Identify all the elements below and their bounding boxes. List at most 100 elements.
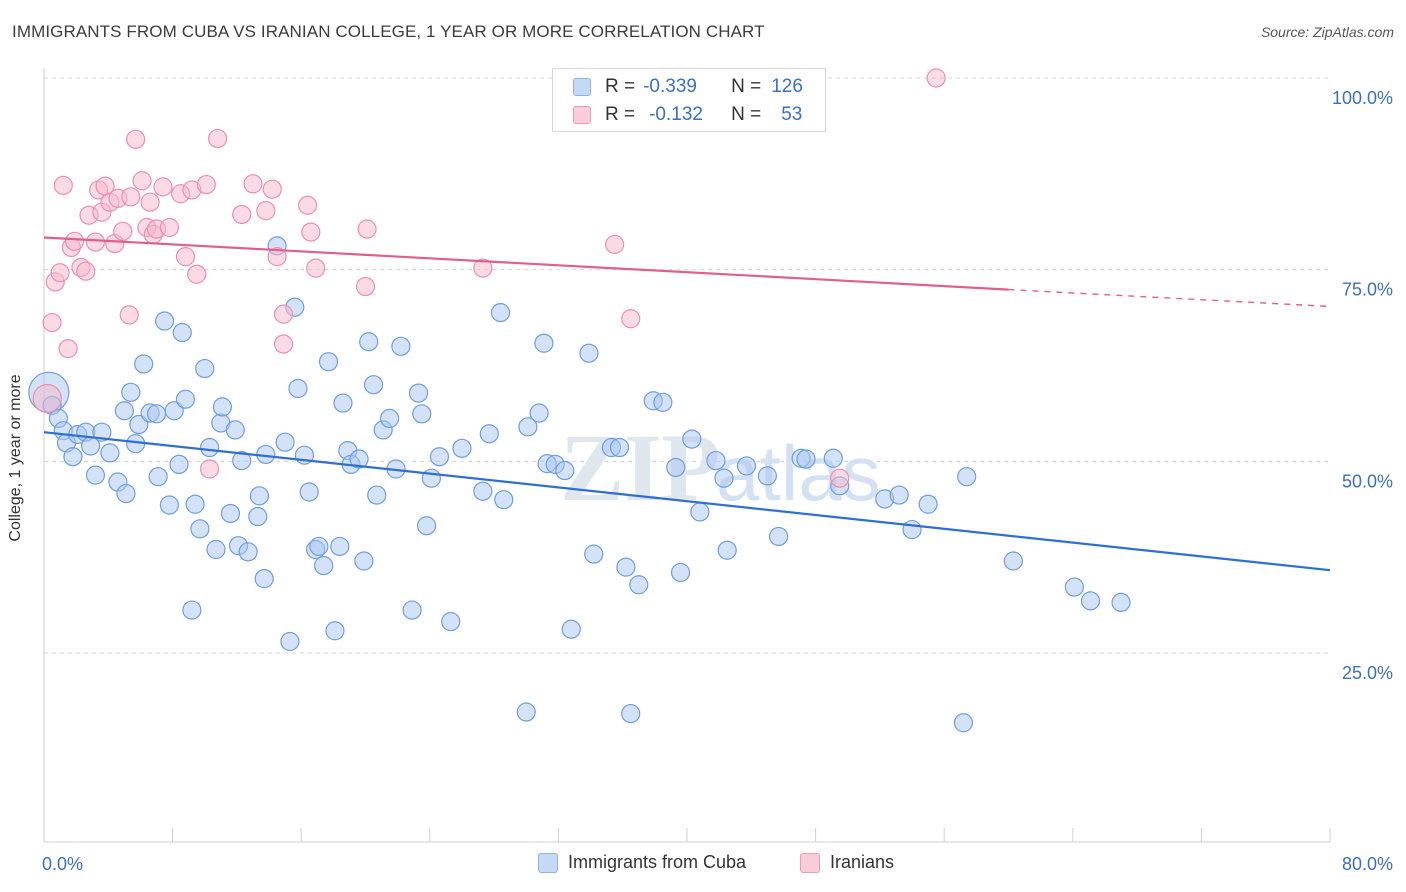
cuba-point	[164, 401, 184, 421]
cuba-point	[629, 575, 649, 595]
iranian-point	[140, 192, 160, 212]
iranian-point	[232, 204, 252, 225]
iranian-point	[262, 179, 282, 199]
legend-swatch-cuba	[538, 852, 558, 873]
cuba-point	[380, 408, 400, 428]
cuba-point	[452, 438, 472, 458]
cuba-point	[154, 311, 175, 331]
cuba-point	[953, 713, 974, 733]
cuba-point	[148, 467, 168, 487]
legend-label-iranians: Iranians	[830, 852, 895, 872]
legend-r-value-cuba: -0.339	[643, 76, 697, 97]
cuba-point	[534, 333, 554, 353]
iranian-point	[357, 219, 377, 239]
x-tick-label-min: 0.0%	[42, 854, 83, 874]
iranian-point	[273, 334, 294, 354]
iranian-point	[273, 304, 294, 324]
iranian-point	[605, 234, 625, 254]
y-tick-label-75: 75.0%	[1342, 280, 1393, 300]
iranian-point	[121, 187, 141, 207]
cuba-point	[441, 611, 461, 632]
cuba-point	[473, 481, 493, 501]
cuba-point	[363, 375, 384, 395]
cuba-point	[529, 403, 549, 423]
cuba-point	[288, 378, 308, 399]
cuba-point	[823, 448, 843, 468]
cuba-point	[1064, 577, 1085, 597]
legend-item-iranians[interactable]: Iranians	[800, 852, 894, 873]
iranian-point	[298, 195, 318, 215]
cuba-point	[902, 519, 922, 540]
legend-n-value-cuba: 126	[771, 76, 803, 97]
legend-row-iranians: R = -0.132 N = 53	[573, 103, 802, 127]
iranian-point	[50, 263, 70, 283]
iranian-point	[926, 68, 946, 88]
stats-legend: R = -0.339 N = 126 R = -0.132 N = 53	[552, 68, 826, 132]
iranian-point	[243, 174, 263, 194]
iranian-point	[175, 247, 196, 267]
cuba-point	[494, 490, 514, 510]
iranian-point	[42, 312, 62, 333]
iranian-point	[256, 201, 276, 221]
iranian-point	[53, 175, 73, 195]
legend-swatch-iranians	[573, 106, 591, 124]
cuba-point	[129, 414, 149, 435]
cuba-point	[682, 429, 702, 449]
cuba-point	[220, 503, 241, 524]
cuba-point	[367, 485, 387, 505]
iranians-trend-extension	[1008, 288, 1331, 308]
cuba-trend-line	[43, 431, 1331, 572]
cuba-point	[412, 404, 432, 424]
cuba-point	[717, 540, 737, 560]
legend-r-label: R =	[605, 104, 636, 125]
x-tick-label-max: 80.0%	[1342, 854, 1393, 874]
cuba-point	[349, 449, 369, 469]
cuba-point	[1003, 551, 1023, 571]
cuba-point	[421, 468, 442, 488]
iranian-point	[132, 171, 152, 191]
cuba-point	[429, 447, 450, 467]
cuba-point	[309, 536, 329, 557]
cuba-point	[670, 562, 691, 583]
cuba-point	[518, 417, 538, 437]
iranian-point	[473, 258, 493, 278]
cuba-point	[275, 432, 295, 452]
legend-label-cuba: Immigrants from Cuba	[568, 852, 747, 872]
legend-n-label: N =	[731, 76, 762, 97]
cuba-point	[333, 393, 353, 413]
cuba-point	[248, 506, 268, 527]
cuba-point	[653, 392, 673, 412]
legend-swatch-iranians	[800, 852, 820, 873]
cuba-point	[206, 539, 226, 560]
iranian-point	[58, 339, 78, 359]
cuba-point	[957, 467, 977, 487]
cuba-point	[232, 450, 252, 471]
cuba-point	[172, 322, 192, 343]
legend-n-value-iranians: 53	[781, 104, 803, 125]
iranian-point	[196, 174, 216, 195]
y-tick-label-100: 100.0%	[1332, 88, 1393, 108]
y-axis-label: College, 1 year or more	[7, 374, 24, 542]
y-tick-label-25: 25.0%	[1342, 663, 1393, 683]
cuba-point	[238, 542, 258, 562]
cuba-point	[299, 482, 319, 502]
cuba-point	[199, 437, 220, 458]
legend-item-cuba[interactable]: Immigrants from Cuba	[538, 852, 746, 873]
cuba-point	[918, 494, 938, 514]
y-tick-label-50: 50.0%	[1342, 471, 1393, 491]
cuba-point	[330, 536, 350, 557]
cuba-point	[225, 420, 245, 440]
chart-title: IMMIGRANTS FROM CUBA VS IRANIAN COLLEGE,…	[12, 22, 765, 41]
iranian-point	[119, 305, 139, 325]
cuba-point	[280, 631, 300, 652]
series-cuba-points	[28, 236, 1131, 733]
cuba-point	[889, 485, 909, 505]
cuba-point	[769, 526, 789, 547]
cuba-point	[666, 457, 686, 478]
iranian-point	[159, 217, 179, 238]
iranian-point	[208, 128, 228, 149]
axes	[43, 68, 1331, 843]
legend-row-cuba: R = -0.339 N = 126	[573, 75, 803, 99]
cuba-point	[416, 516, 437, 536]
